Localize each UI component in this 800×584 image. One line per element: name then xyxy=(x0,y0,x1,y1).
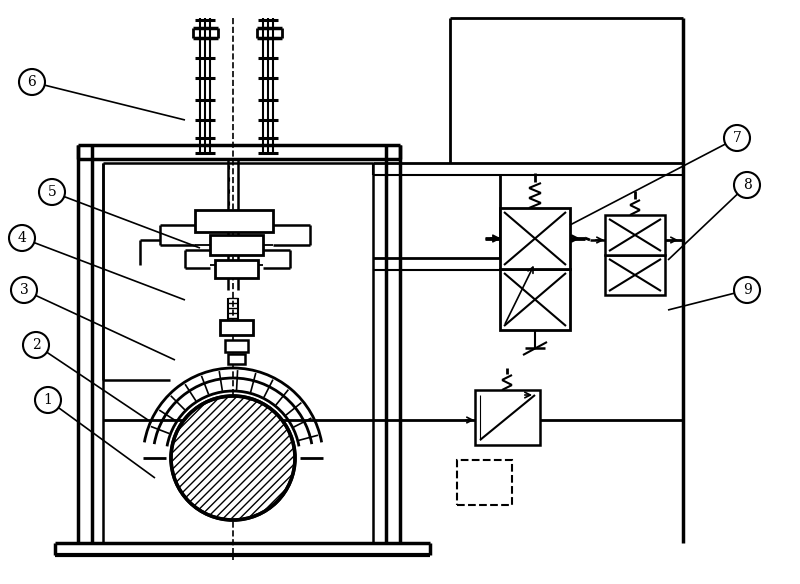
Bar xyxy=(500,208,570,269)
Text: 2: 2 xyxy=(32,338,40,352)
Text: 1: 1 xyxy=(43,393,53,407)
Circle shape xyxy=(734,277,760,303)
Bar xyxy=(457,460,512,505)
Circle shape xyxy=(35,387,61,413)
Text: 5: 5 xyxy=(48,185,56,199)
Circle shape xyxy=(734,172,760,198)
Circle shape xyxy=(11,277,37,303)
Circle shape xyxy=(724,125,750,151)
Circle shape xyxy=(39,179,65,205)
Circle shape xyxy=(23,332,49,358)
Circle shape xyxy=(171,396,295,520)
Text: 7: 7 xyxy=(733,131,742,145)
Text: 3: 3 xyxy=(20,283,28,297)
Bar xyxy=(195,210,273,232)
Bar xyxy=(220,320,253,335)
Circle shape xyxy=(9,225,35,251)
Bar xyxy=(228,354,245,364)
Bar xyxy=(210,235,263,255)
Text: 8: 8 xyxy=(742,178,751,192)
Bar xyxy=(605,215,665,255)
Bar xyxy=(475,390,540,445)
Bar xyxy=(215,260,258,278)
Text: 4: 4 xyxy=(18,231,26,245)
Bar xyxy=(605,255,665,295)
Bar xyxy=(500,269,570,330)
Circle shape xyxy=(19,69,45,95)
Text: 9: 9 xyxy=(742,283,751,297)
Bar xyxy=(225,340,248,352)
Text: 6: 6 xyxy=(28,75,36,89)
